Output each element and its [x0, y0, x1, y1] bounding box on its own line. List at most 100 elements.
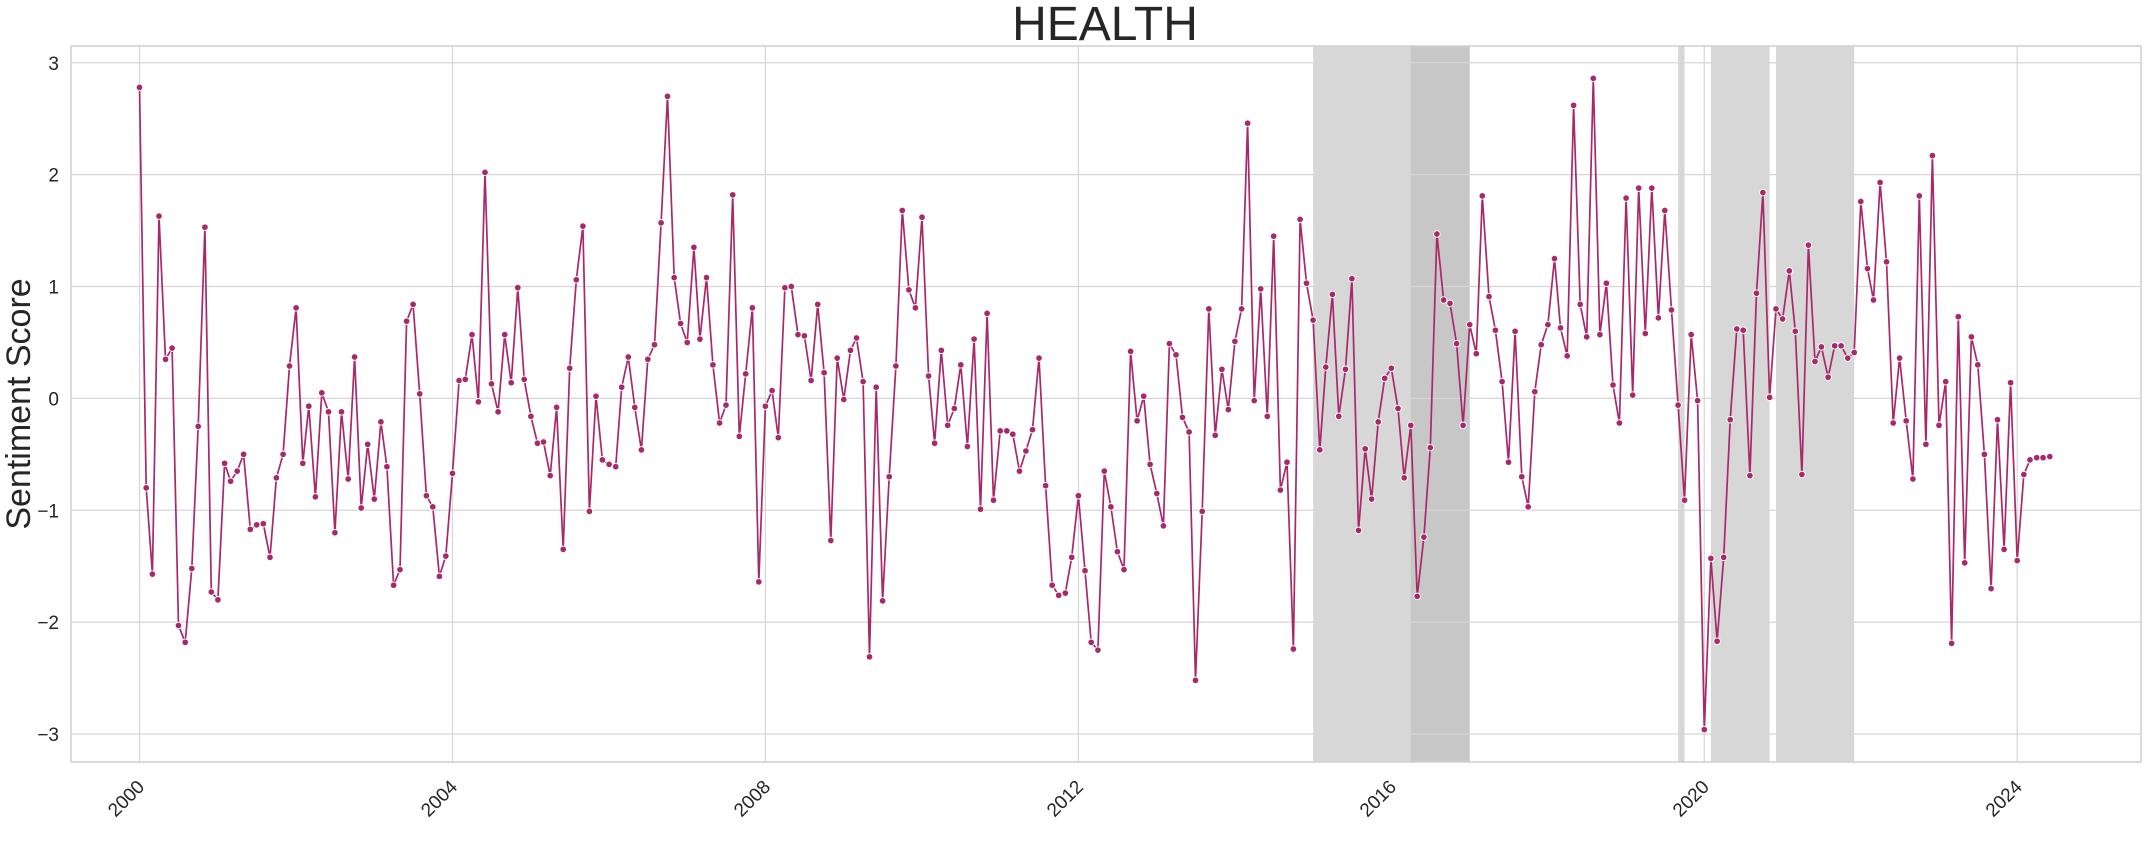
data-point	[1276, 486, 1285, 494]
data-point	[794, 330, 802, 339]
data-point	[1191, 676, 1200, 685]
data-point	[1394, 404, 1402, 413]
data-point	[1309, 316, 1317, 324]
y-tick-label: 1	[48, 278, 59, 299]
data-point	[1615, 419, 1624, 427]
data-point	[905, 286, 913, 294]
data-point	[461, 375, 470, 384]
data-point	[872, 383, 880, 391]
data-point	[970, 335, 978, 343]
data-point	[429, 503, 437, 511]
data-point	[318, 389, 326, 397]
data-point	[1296, 215, 1304, 224]
data-point	[846, 346, 855, 355]
data-point	[1550, 254, 1559, 263]
data-point	[494, 408, 502, 416]
data-point	[1048, 581, 1056, 589]
data-point	[957, 361, 965, 369]
data-point	[852, 334, 861, 342]
data-point	[331, 528, 339, 537]
data-point	[324, 408, 333, 416]
data-point	[715, 419, 724, 427]
data-point	[188, 564, 196, 573]
data-point	[1205, 305, 1213, 313]
data-point	[617, 383, 626, 391]
data-point	[1811, 357, 1819, 366]
y-tick-label: −3	[37, 725, 59, 746]
data-point	[1661, 206, 1669, 215]
data-point	[696, 335, 704, 343]
data-point	[1185, 428, 1193, 436]
data-point	[1374, 418, 1382, 426]
x-tick-label: 2004	[417, 776, 462, 821]
data-point	[644, 355, 652, 364]
data-point	[1328, 290, 1337, 299]
data-point	[787, 282, 796, 291]
data-point	[722, 401, 730, 409]
data-point	[214, 596, 222, 604]
data-point	[500, 330, 509, 339]
data-point	[1139, 392, 1148, 400]
data-point	[1798, 470, 1806, 479]
data-point	[1765, 393, 1774, 402]
data-point	[1707, 554, 1715, 563]
data-point	[2039, 453, 2047, 462]
data-point	[1061, 589, 1070, 597]
data-point	[1511, 327, 1519, 336]
data-point	[1433, 230, 1441, 238]
data-point	[859, 377, 867, 386]
data-point	[1465, 320, 1474, 329]
data-point	[474, 398, 483, 406]
data-point	[1341, 365, 1350, 374]
data-point	[976, 505, 985, 513]
data-point	[1680, 496, 1689, 504]
data-point	[1778, 315, 1787, 323]
data-point	[1928, 151, 1937, 160]
y-tick-label: 3	[48, 54, 59, 75]
data-point	[1146, 460, 1154, 469]
data-point	[1459, 421, 1467, 430]
data-point	[663, 92, 672, 101]
data-point	[148, 570, 157, 578]
data-point	[201, 223, 209, 231]
data-point	[1407, 421, 1415, 430]
shaded-period	[1776, 46, 1855, 762]
data-point	[1003, 427, 1011, 435]
data-point	[989, 496, 998, 504]
data-point	[1609, 381, 1617, 389]
x-tick-label: 2008	[730, 777, 775, 822]
data-point	[422, 491, 431, 500]
data-point	[840, 395, 848, 404]
y-axis-label: Sentiment Score	[0, 278, 38, 529]
y-tick-label: −1	[37, 501, 59, 522]
data-point	[1322, 363, 1330, 371]
data-point	[1967, 333, 1976, 341]
data-point	[1231, 337, 1239, 346]
data-point	[1804, 241, 1813, 249]
data-point	[1022, 447, 1030, 455]
data-point	[774, 433, 783, 442]
data-point	[468, 330, 476, 339]
data-point	[1452, 339, 1461, 348]
data-point	[1485, 292, 1493, 301]
data-point	[279, 450, 287, 459]
data-point	[487, 380, 496, 388]
data-point	[1198, 507, 1206, 516]
data-point	[520, 375, 528, 384]
data-point	[1654, 314, 1663, 322]
data-point	[1380, 374, 1389, 383]
data-point	[676, 319, 685, 328]
x-tick-label: 2024	[1982, 776, 2027, 821]
data-point	[1107, 503, 1115, 511]
data-point	[624, 353, 633, 361]
data-point	[878, 597, 887, 605]
data-point	[1556, 324, 1565, 332]
data-point	[559, 545, 567, 554]
data-point	[1648, 184, 1656, 192]
data-point	[1015, 467, 1024, 475]
data-point	[448, 469, 457, 478]
data-point	[1537, 340, 1545, 349]
data-point	[748, 304, 757, 312]
data-point	[1674, 401, 1682, 409]
data-point	[1113, 547, 1122, 556]
